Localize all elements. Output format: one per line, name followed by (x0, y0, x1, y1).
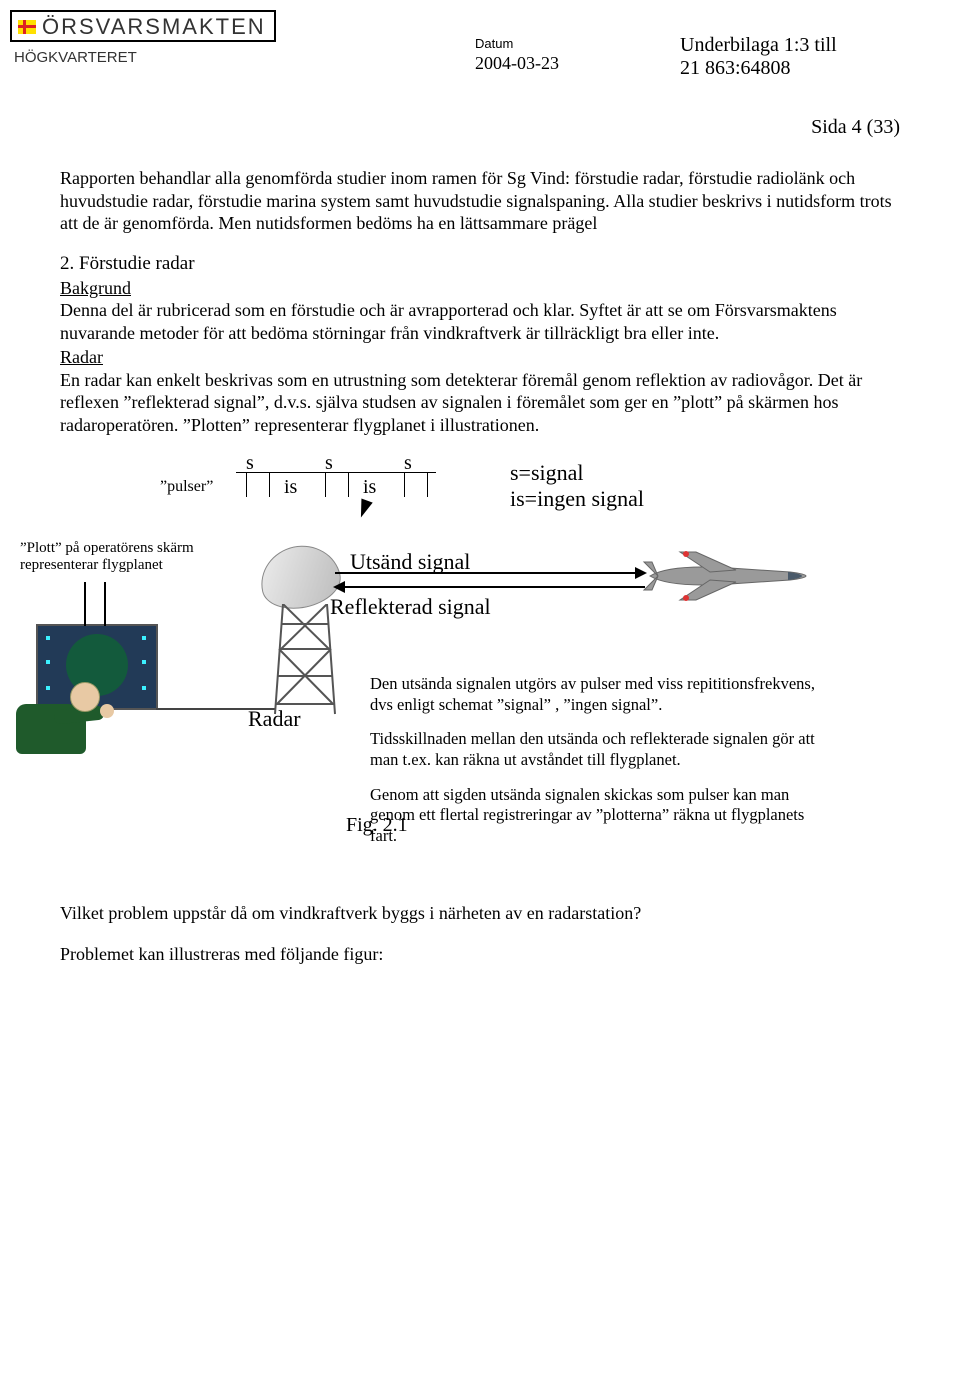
figure-label: Fig. 2.1 (346, 814, 408, 837)
aircraft-icon (640, 546, 810, 611)
question-paragraph: Vilket problem uppstår då om vindkraftve… (60, 902, 900, 925)
attachment-line1: Underbilaga 1:3 till (680, 34, 837, 57)
attachment-ref: Underbilaga 1:3 till 21 863:64808 (680, 34, 837, 80)
intro-paragraph: Rapporten behandlar alla genomförda stud… (60, 167, 900, 235)
page-number: Sida 4 (33) (60, 116, 900, 139)
radar-heading: Radar (60, 347, 103, 367)
legend-s: s=signal (510, 460, 644, 486)
plott-caption: ”Plott” på operatörens skärm representer… (20, 540, 270, 574)
utsand-label: Utsänd signal (350, 549, 470, 575)
is-label-1: is (284, 476, 297, 499)
closing-paragraph: Problemet kan illustreras med följande f… (60, 943, 900, 966)
flag-icon (18, 20, 36, 34)
attachment-line2: 21 863:64808 (680, 57, 837, 80)
desc-2: Tidsskillnaden mellan den utsända och re… (370, 729, 830, 770)
radar-label: Radar (248, 706, 301, 732)
arrow-down-icon (355, 498, 372, 519)
radar-text: En radar kan enkelt beskrivas som en utr… (60, 370, 862, 435)
date-label: Datum (475, 36, 559, 51)
diagram-description: Den utsända signalen utgörs av pulser me… (370, 674, 830, 860)
bakgrund-heading: Bakgrund (60, 278, 131, 298)
radar-diagram: ”pulser” s s s is is s=signal is=ingen s… (60, 454, 900, 834)
pulser-label: ”pulser” (160, 478, 213, 496)
radar-tower-icon (273, 604, 337, 716)
date-block: Datum 2004-03-23 (475, 36, 559, 74)
org-name: ÖRSVARSMAKTEN (42, 14, 266, 40)
section-title: 2. Förstudie radar (60, 253, 900, 275)
legend-is: is=ingen signal (510, 486, 644, 512)
reflected-signal-line (335, 586, 645, 588)
date-value: 2004-03-23 (475, 53, 559, 74)
reflekterad-label: Reflekterad signal (330, 594, 491, 620)
org-logo: ÖRSVARSMAKTEN (10, 10, 276, 42)
is-label-2: is (363, 476, 376, 499)
desc-1: Den utsända signalen utgörs av pulser me… (370, 674, 830, 715)
desc-3: Genom att sigden utsända signalen skicka… (370, 785, 830, 847)
pulse-legend: s=signal is=ingen signal (510, 460, 644, 512)
bakgrund-text: Denna del är rubricerad som en förstudie… (60, 300, 837, 343)
